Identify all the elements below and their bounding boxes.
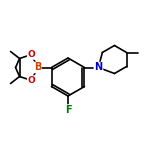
- Text: O: O: [28, 76, 35, 85]
- Text: N: N: [94, 62, 102, 73]
- Text: B: B: [34, 62, 41, 73]
- Text: O: O: [28, 50, 35, 59]
- Text: F: F: [65, 105, 71, 115]
